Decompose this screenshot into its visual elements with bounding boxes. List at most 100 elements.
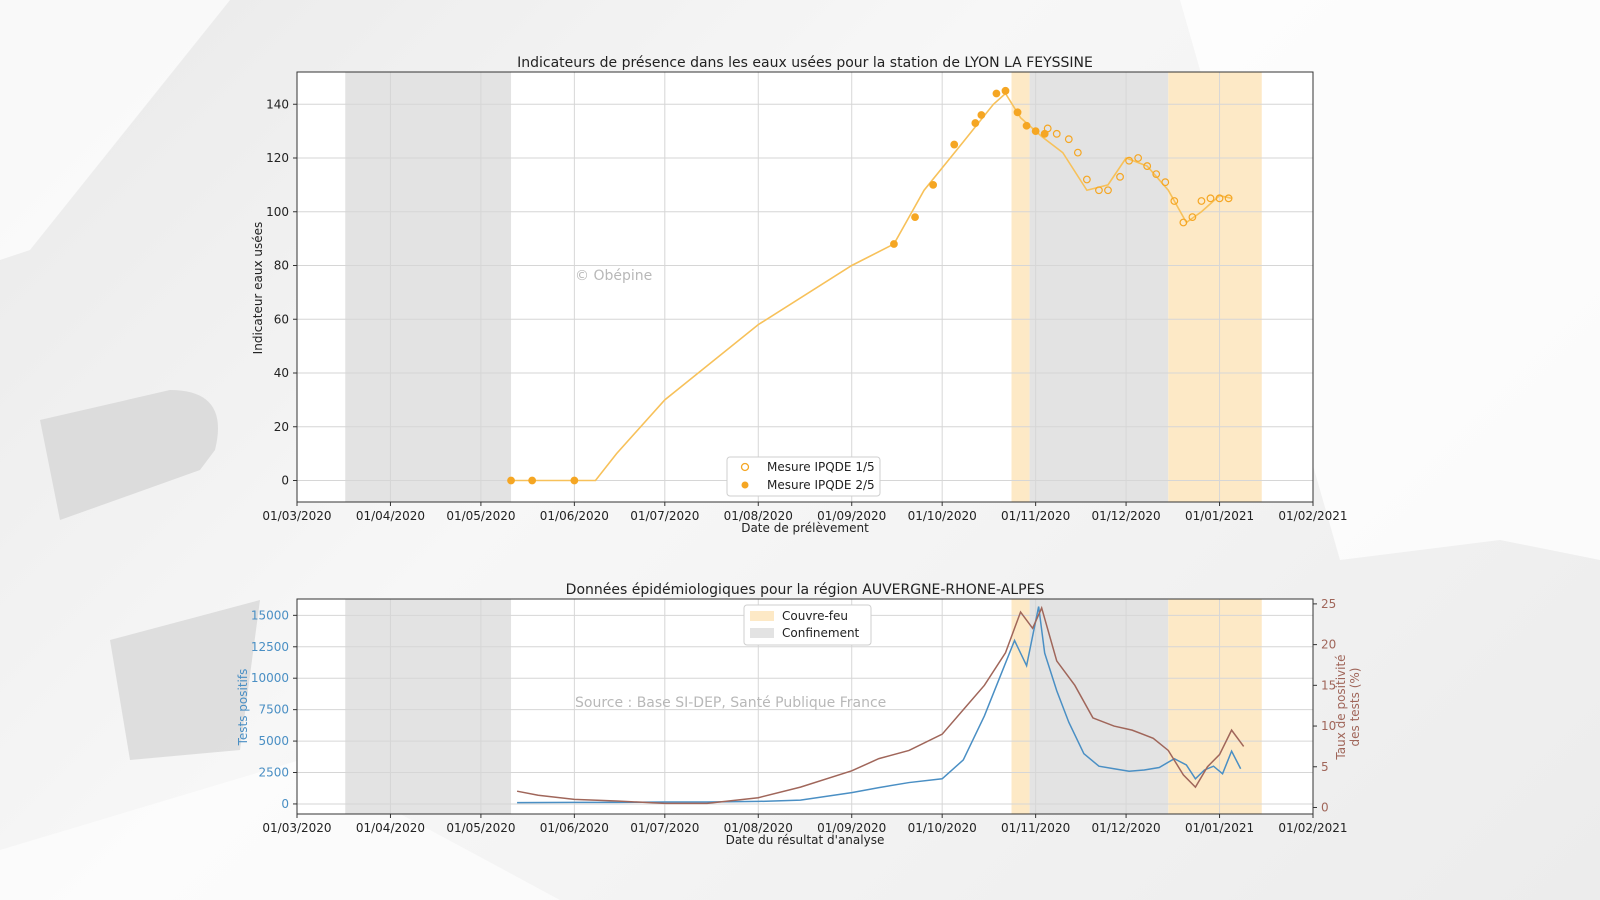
positivity-rate-line <box>516 605 1245 805</box>
data-point-ipqde-1-5 <box>1073 148 1082 157</box>
data-point-ipqde-2-5 <box>950 140 959 149</box>
legend-swatch-lockdown <box>750 628 774 638</box>
x-tick-label: 01/07/2020 <box>630 821 699 835</box>
y-left-tick-label: 10000 <box>251 671 289 685</box>
data-point-ipqde-2-5 <box>507 476 515 485</box>
data-point-ipqde-1-5 <box>1206 194 1215 203</box>
x-tick-label: 01/09/2020 <box>817 509 886 523</box>
x-tick-label: 01/02/2021 <box>1278 821 1347 835</box>
data-point-ipqde-1-5 <box>1134 154 1143 162</box>
curfew-period <box>1011 599 1030 814</box>
data-point-ipqde-1-5 <box>1082 175 1091 184</box>
x-tick-label: 01/08/2020 <box>724 509 793 523</box>
data-point-ipqde-1-5 <box>1125 156 1133 165</box>
data-point-ipqde-1-5 <box>1152 170 1161 179</box>
y-left-tick-label: 5000 <box>258 734 289 748</box>
y-left-tick-label: 15000 <box>251 608 289 622</box>
data-point-ipqde-2-5 <box>890 240 898 248</box>
data-point-ipqde-1-5 <box>1188 213 1197 222</box>
y-tick-label: 0 <box>281 474 289 488</box>
wastewater-chart: © Obépine 0 20 40 60 80 100 120 140 01/03/2020 0… <box>251 55 1348 535</box>
plot-frame <box>296 598 1314 815</box>
x-tick-label: 01/06/2020 <box>540 821 609 835</box>
y-right-tick-label: 10 <box>1321 719 1336 733</box>
y-left-tick-label: 2500 <box>258 766 289 780</box>
x-tick-label: 01/06/2020 <box>540 509 609 523</box>
x-axis-label: Date de prélèvement <box>741 521 869 535</box>
data-point-ipqde-1-5 <box>1143 162 1152 170</box>
plot-frame <box>296 71 1314 503</box>
data-point-ipqde-1-5 <box>1197 197 1206 205</box>
data-point-ipqde-2-5 <box>1013 108 1022 117</box>
data-point-ipqde-1-5 <box>1224 194 1233 203</box>
legend: Mesure IPQDE 1/5 Mesure IPQDE 2/5 <box>726 456 881 497</box>
legend-box <box>726 456 881 497</box>
x-tick-label: 01/01/2021 <box>1185 509 1254 523</box>
data-point-ipqde-2-5 <box>1001 86 1010 95</box>
data-point-ipqde-2-5 <box>1022 121 1031 130</box>
y-right-tick-label: 20 <box>1321 638 1336 652</box>
y-right-tick-label: 0 <box>1321 800 1329 814</box>
y-left-tick-label: 0 <box>281 797 289 811</box>
x-tick-label: 01/07/2020 <box>630 509 699 523</box>
x-tick-label: 01/04/2020 <box>356 509 425 523</box>
y-right-tick-label: 15 <box>1321 678 1336 692</box>
x-tick-label: 01/05/2020 <box>446 509 515 523</box>
x-tick-label: 01/03/2020 <box>262 509 331 523</box>
data-point-ipqde-2-5 <box>1031 127 1040 136</box>
curfew-period <box>1011 72 1030 502</box>
legend-entry-curfew: Couvre-feu <box>782 609 848 623</box>
x-tick-label: 01/09/2020 <box>817 821 886 835</box>
data-point-ipqde-1-5 <box>1064 135 1073 144</box>
y-axis-label: Indicateur eaux usées <box>251 222 265 355</box>
lockdown-period <box>1029 599 1169 814</box>
chart-title: Données épidémiologiques pour la région … <box>566 582 1045 598</box>
y-right-tick-label: 5 <box>1321 760 1329 774</box>
y-right-tick-label: 25 <box>1321 597 1336 611</box>
data-point-ipqde-2-5 <box>1040 129 1049 138</box>
legend-entry-2: Mesure IPQDE 2/5 <box>767 478 875 492</box>
legend-marker-filled <box>741 481 749 489</box>
watermark: Source : Base SI-DEP, Santé Publique Fra… <box>575 695 886 711</box>
data-point-ipqde-1-5 <box>1215 194 1224 203</box>
x-tick-label: 01/01/2021 <box>1185 821 1254 835</box>
x-tick-label: 01/11/2020 <box>1001 821 1070 835</box>
legend-box <box>743 604 872 646</box>
data-point-ipqde-2-5 <box>929 180 938 189</box>
legend: Couvre-feu Confinement <box>743 604 872 646</box>
data-point-ipqde-2-5 <box>971 119 980 127</box>
y-tick-label: 60 <box>274 312 289 326</box>
data-point-ipqde-2-5 <box>911 213 919 222</box>
x-tick-label: 01/03/2020 <box>262 821 331 835</box>
data-point-ipqde-1-5 <box>1179 218 1188 227</box>
x-tick-label: 01/08/2020 <box>724 821 793 835</box>
watermark: © Obépine <box>575 268 652 284</box>
x-tick-label: 01/11/2020 <box>1001 509 1070 523</box>
data-point-ipqde-2-5 <box>528 476 537 485</box>
positive-tests-line <box>517 606 1242 804</box>
x-tick-label: 01/10/2020 <box>908 509 977 523</box>
y-tick-label: 20 <box>274 420 289 434</box>
data-point-ipqde-1-5 <box>1161 178 1170 187</box>
epidemiology-chart: Source : Base SI-DEP, Santé Publique Fra… <box>236 582 1362 847</box>
legend-marker-hollow <box>740 462 750 472</box>
data-point-ipqde-1-5 <box>1104 186 1112 195</box>
y-axis-left-label: Tests positifs <box>236 669 250 747</box>
x-tick-label: 01/04/2020 <box>356 821 425 835</box>
x-tick-label: 01/12/2020 <box>1091 509 1160 523</box>
y-tick-label: 80 <box>274 259 289 273</box>
data-point-ipqde-2-5 <box>977 111 986 119</box>
data-point-ipqde-1-5 <box>1116 172 1124 181</box>
lockdown-period <box>345 72 512 502</box>
data-point-ipqde-1-5 <box>1170 197 1179 205</box>
curfew-period <box>1168 72 1262 502</box>
y-tick-label: 140 <box>266 97 289 111</box>
x-tick-label: 01/05/2020 <box>446 821 515 835</box>
y-left-tick-label: 12500 <box>251 640 289 654</box>
legend-entry-lockdown: Confinement <box>782 626 860 640</box>
legend-swatch-curfew <box>750 611 774 621</box>
y-tick-label: 40 <box>274 366 289 380</box>
x-axis-label: Date du résultat d'analyse <box>726 833 885 847</box>
y-left-tick-label: 7500 <box>258 703 289 717</box>
x-tick-label: 01/10/2020 <box>908 821 977 835</box>
